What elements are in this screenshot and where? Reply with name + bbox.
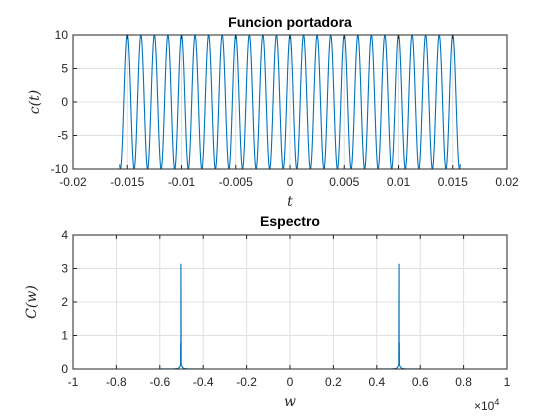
spectrum-plot: Espectro -1 -0.8 -0.6 -0.4 -0.2 0 0.2 0.4 0.6 0.8… (24, 213, 511, 413)
carrier-xtick-label: 0.01 (387, 175, 411, 189)
carrier-title: Funcion portadora (228, 14, 352, 30)
carrier-xtick-label: -0.015 (110, 175, 144, 189)
spectrum-xtick-label: -0.2 (236, 375, 257, 389)
spectrum-xtick-label: 0.6 (412, 375, 429, 389)
spectrum-xtick-label: -1 (68, 375, 79, 389)
spectrum-ytick-label: 2 (61, 295, 68, 309)
spectrum-xlabel: w (284, 394, 296, 410)
carrier-ytick-label: -10 (51, 162, 69, 176)
carrier-ylabel: c(t) (27, 90, 43, 114)
carrier-xtick-label: -0.02 (59, 175, 87, 189)
spectrum-xtick-label: -0.4 (193, 375, 214, 389)
spectrum-ticks: -1 -0.8 -0.6 -0.4 -0.2 0 0.2 0.4 0.6 0.8 1 0 1 2 3 4 (61, 228, 510, 389)
spectrum-xtick-label: 0.8 (455, 375, 472, 389)
spectrum-xtick-label: -0.6 (149, 375, 170, 389)
carrier-xtick-label: 0 (287, 175, 294, 189)
spectrum-xtick-label: 0.4 (368, 375, 385, 389)
carrier-xlabel: t (287, 194, 293, 210)
spectrum-xtick-label: 1 (504, 375, 511, 389)
spectrum-ytick-label: 1 (61, 329, 68, 343)
spectrum-title: Espectro (260, 213, 320, 229)
spectrum-xtick-label: -0.8 (106, 375, 127, 389)
carrier-xtick-label: 0.02 (495, 175, 519, 189)
spectrum-xtick-label: 0.2 (325, 375, 342, 389)
carrier-ytick-label: 5 (61, 62, 68, 76)
carrier-ytick-label: -5 (57, 129, 68, 143)
spectrum-grid (73, 235, 507, 369)
carrier-ytick-label: 10 (55, 28, 69, 42)
carrier-plot: Funcion portadora -0.02 -0.015 -0.01 -0.005… (27, 14, 519, 210)
carrier-grid (73, 35, 507, 169)
carrier-ticks: -0.02 -0.015 -0.01 -0.005 0 0.005 0.01 0.015 0.0… (51, 28, 519, 189)
spectrum-x-multiplier: ×104 (474, 397, 499, 413)
spectrum-xtick-label: 0 (287, 375, 294, 389)
carrier-xtick-label: -0.005 (219, 175, 253, 189)
carrier-xtick-label: 0.015 (438, 175, 468, 189)
spectrum-ytick-label: 4 (61, 228, 68, 242)
spectrum-ylabel: C(w) (24, 285, 40, 319)
carrier-xtick-label: -0.01 (168, 175, 196, 189)
carrier-ytick-label: 0 (61, 95, 68, 109)
spectrum-ytick-label: 3 (61, 262, 68, 276)
spectrum-ytick-label: 0 (61, 362, 68, 376)
carrier-xtick-label: 0.005 (329, 175, 359, 189)
